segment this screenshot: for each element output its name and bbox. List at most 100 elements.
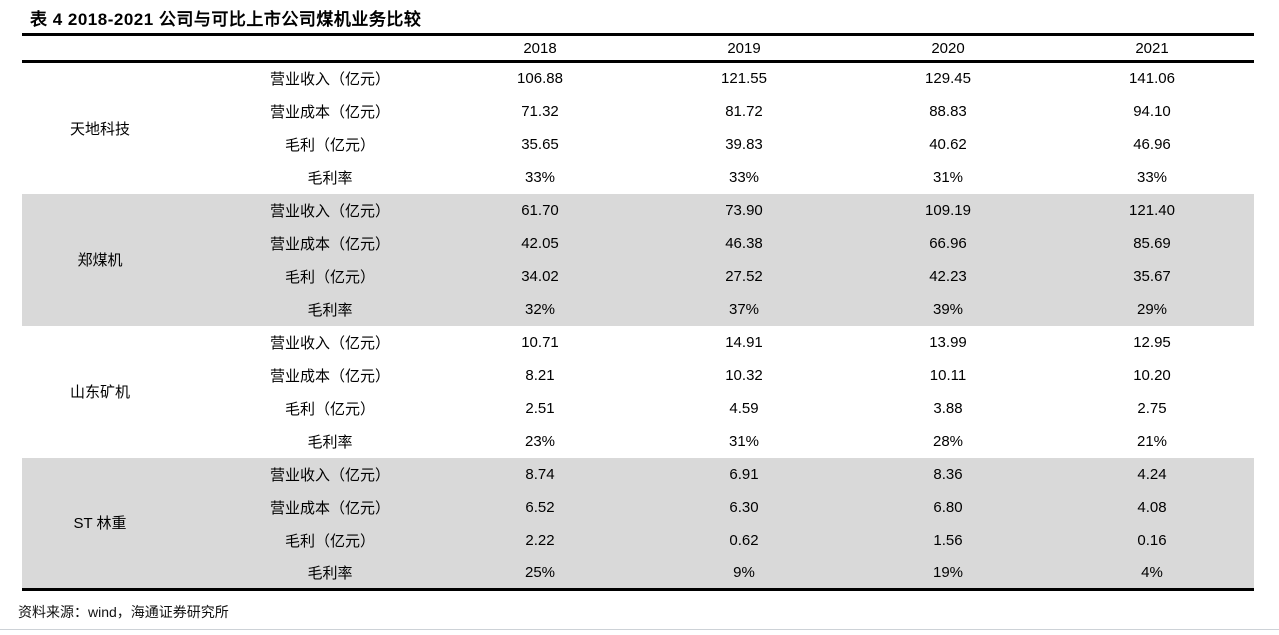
value-cell: 29% bbox=[1050, 292, 1254, 326]
value-cell: 66.96 bbox=[846, 226, 1050, 260]
table-row: 毛利（亿元） 34.02 27.52 42.23 35.67 bbox=[22, 259, 1254, 293]
table-row: ST 林重 营业收入（亿元） 8.74 6.91 8.36 4.24 bbox=[22, 457, 1254, 590]
bottom-divider bbox=[0, 629, 1279, 630]
metric-label: 营业收入（亿元） bbox=[178, 457, 438, 491]
value-cell: 13.99 bbox=[929, 333, 967, 351]
value-cell: 10.32 bbox=[725, 366, 763, 384]
value-cell: 73.90 bbox=[642, 193, 846, 227]
value-cell: 4% bbox=[1050, 556, 1254, 590]
value-cell: 4.08 bbox=[1050, 490, 1254, 524]
value-cell: 3.88 bbox=[933, 399, 963, 417]
value-cell: 33% bbox=[1136, 168, 1168, 186]
value-cell: 6.91 bbox=[642, 457, 846, 491]
company-header-cell bbox=[22, 34, 178, 63]
table-row: 营业成本（亿元） 71.32 81.72 88.83 94.10 bbox=[22, 95, 1254, 128]
table-row: 毛利（亿元） 2.51 4.59 3.88 2.75 bbox=[22, 392, 1254, 425]
value-cell: 32% bbox=[438, 292, 642, 326]
table-row: 毛利（亿元） 35.65 39.83 40.62 46.96 bbox=[22, 128, 1254, 161]
table-title: 表 4 2018-2021 公司与可比上市公司煤机业务比较 bbox=[30, 10, 422, 29]
value-cell: 27.52 bbox=[642, 259, 846, 293]
year-header-row: 2018 2019 2020 2021 bbox=[22, 34, 1254, 63]
value-cell: 0.16 bbox=[1050, 523, 1254, 557]
source-note: 资料来源：wind，海通证券研究所 bbox=[18, 604, 229, 620]
metric-label: 营业成本（亿元） bbox=[269, 103, 390, 121]
value-cell: 71.32 bbox=[521, 102, 559, 120]
table-row: 毛利率 33% 33% 31% 33% bbox=[22, 161, 1254, 194]
metric-label: 毛利（亿元） bbox=[284, 400, 375, 418]
table-row: 郑煤机 营业收入（亿元） 61.70 73.90 109.19 121.40 bbox=[22, 193, 1254, 326]
table-row: 毛利（亿元） 2.22 0.62 1.56 0.16 bbox=[22, 523, 1254, 557]
year-header: 2020 bbox=[846, 34, 1050, 63]
metric-label: 毛利率 bbox=[307, 169, 353, 187]
value-cell: 42.05 bbox=[438, 226, 642, 260]
company-name: 山东矿机 bbox=[69, 384, 130, 401]
value-cell: 10.11 bbox=[929, 366, 967, 384]
value-cell: 121.55 bbox=[721, 70, 767, 88]
metric-label: 毛利（亿元） bbox=[178, 523, 438, 557]
metric-label: 营业收入（亿元） bbox=[269, 71, 390, 89]
value-cell: 94.10 bbox=[1133, 102, 1171, 120]
value-cell: 0.62 bbox=[642, 523, 846, 557]
value-cell: 106.88 bbox=[517, 70, 563, 88]
value-cell: 46.96 bbox=[1133, 135, 1171, 153]
value-cell: 4.59 bbox=[729, 399, 759, 417]
table-row: 毛利率 25% 9% 19% 4% bbox=[22, 556, 1254, 590]
value-cell: 12.95 bbox=[1133, 333, 1171, 351]
value-cell: 42.23 bbox=[846, 259, 1050, 293]
metric-label: 毛利（亿元） bbox=[284, 136, 375, 154]
table-row: 毛利率 23% 31% 28% 21% bbox=[22, 425, 1254, 458]
value-cell: 19% bbox=[846, 556, 1050, 590]
table-row: 营业成本（亿元） 8.21 10.32 10.11 10.20 bbox=[22, 359, 1254, 392]
value-cell: 2.22 bbox=[438, 523, 642, 557]
table-row: 营业成本（亿元） 42.05 46.38 66.96 85.69 bbox=[22, 226, 1254, 260]
value-cell: 10.71 bbox=[521, 333, 559, 351]
value-cell: 8.21 bbox=[525, 366, 555, 384]
metric-label: 营业收入（亿元） bbox=[178, 193, 438, 227]
value-cell: 6.30 bbox=[642, 490, 846, 524]
value-cell: 2.75 bbox=[1137, 399, 1167, 417]
company-name: 郑煤机 bbox=[22, 193, 178, 326]
table-row: 毛利率 32% 37% 39% 29% bbox=[22, 292, 1254, 326]
value-cell: 141.06 bbox=[1129, 70, 1175, 88]
company-name: 天地科技 bbox=[69, 120, 130, 138]
value-cell: 31% bbox=[728, 432, 760, 450]
metric-label: 毛利率 bbox=[307, 433, 353, 451]
value-cell: 21% bbox=[1136, 432, 1168, 450]
value-cell: 23% bbox=[524, 432, 556, 450]
value-cell: 81.72 bbox=[725, 102, 763, 120]
value-cell: 88.83 bbox=[929, 102, 967, 120]
value-cell: 2.51 bbox=[525, 399, 555, 417]
value-cell: 10.20 bbox=[1133, 366, 1171, 384]
metric-label: 毛利（亿元） bbox=[178, 259, 438, 293]
metric-header-cell bbox=[178, 34, 438, 63]
value-cell: 6.80 bbox=[846, 490, 1050, 524]
coal-machine-comparison-table: 2018 2019 2020 2021 天地科技 营业收入（亿元） 106.88… bbox=[22, 33, 1254, 591]
value-cell: 35.67 bbox=[1050, 259, 1254, 293]
value-cell: 39% bbox=[846, 292, 1050, 326]
year-header: 2018 bbox=[438, 34, 642, 63]
value-cell: 129.45 bbox=[925, 70, 971, 88]
metric-label: 营业成本（亿元） bbox=[178, 226, 438, 260]
value-cell: 4.24 bbox=[1050, 457, 1254, 491]
value-cell: 85.69 bbox=[1050, 226, 1254, 260]
value-cell: 8.74 bbox=[438, 457, 642, 491]
metric-label: 毛利率 bbox=[178, 556, 438, 590]
value-cell: 28% bbox=[932, 432, 964, 450]
value-cell: 8.36 bbox=[846, 457, 1050, 491]
value-cell: 35.65 bbox=[521, 135, 559, 153]
value-cell: 37% bbox=[642, 292, 846, 326]
metric-label: 营业成本（亿元） bbox=[269, 367, 390, 385]
value-cell: 121.40 bbox=[1050, 193, 1254, 227]
value-cell: 6.52 bbox=[438, 490, 642, 524]
value-cell: 46.38 bbox=[642, 226, 846, 260]
value-cell: 1.56 bbox=[846, 523, 1050, 557]
value-cell: 61.70 bbox=[438, 193, 642, 227]
year-header: 2019 bbox=[642, 34, 846, 63]
company-name: ST 林重 bbox=[22, 457, 178, 590]
value-cell: 33% bbox=[524, 168, 556, 186]
value-cell: 34.02 bbox=[438, 259, 642, 293]
value-cell: 9% bbox=[642, 556, 846, 590]
table-row: 山东矿机 营业收入（亿元） 10.71 14.91 13.99 12.95 bbox=[22, 326, 1254, 402]
table-row: 营业成本（亿元） 6.52 6.30 6.80 4.08 bbox=[22, 490, 1254, 524]
